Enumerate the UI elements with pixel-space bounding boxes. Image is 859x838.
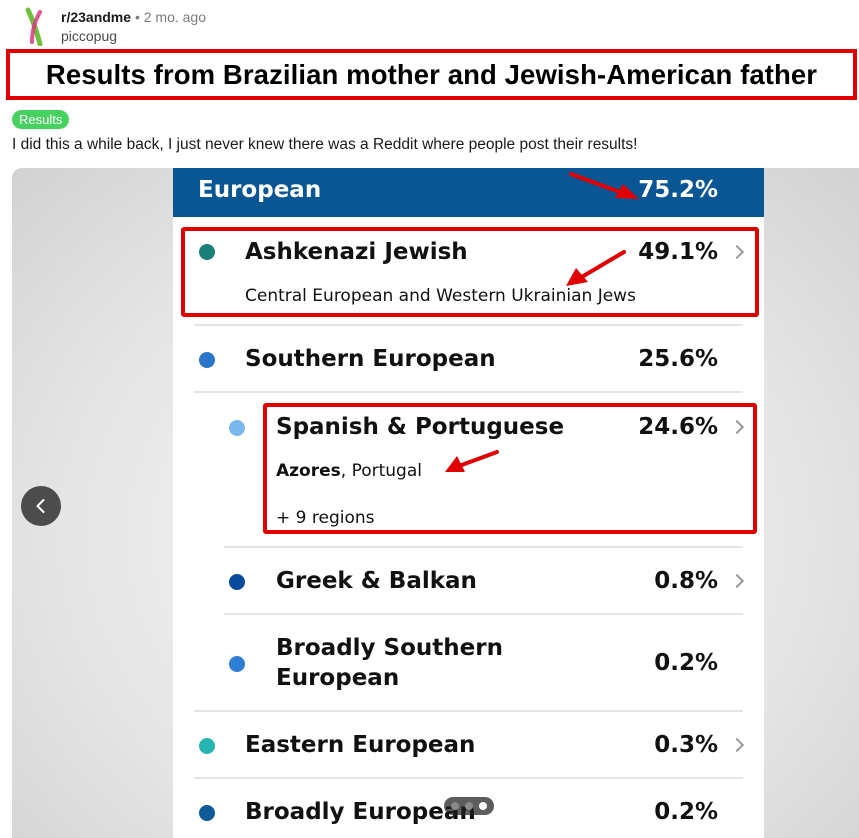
ancestry-color-dot [229,656,245,672]
post-title[interactable]: Results from Brazilian mother and Jewish… [45,58,818,90]
ancestry-color-dot [199,244,215,260]
row-divider [194,710,743,712]
region-percent: 75.2% [638,177,718,203]
ancestry-percent: 0.8% [654,568,718,594]
ancestry-percent: 24.6% [638,414,718,440]
ancestry-percent: 0.2% [654,650,718,676]
subreddit-name-link[interactable]: r/23andme [61,9,132,25]
chevron-right-icon [729,737,745,753]
ancestry-percent: 0.3% [654,732,718,758]
gallery-dot[interactable] [451,802,459,810]
ancestry-row-greek-balkan[interactable]: Greek & Balkan 0.8% [173,561,764,601]
ancestry-color-dot [199,805,215,821]
gallery-previous-button[interactable] [21,486,61,526]
ancestry-percent: 25.6% [638,346,718,372]
row-divider [194,777,743,779]
gallery-dot-active[interactable] [479,802,487,810]
ancestry-row-broadly-southern-european[interactable]: Broadly Southern European 0.2% [173,628,764,698]
arrow-annotation-icon [566,250,626,286]
ancestry-row-eastern-european[interactable]: Eastern European 0.3% [173,725,764,765]
ancestry-percent: 49.1% [638,239,718,265]
row-divider [194,391,743,393]
subregion-rest: , Portugal [340,461,422,481]
gallery-page-indicator [444,797,494,815]
ancestry-name: Southern European [245,346,496,372]
post-flair-badge[interactable]: Results [12,110,70,129]
spanish-annotation-box [263,403,757,534]
ancestry-row-broadly-european[interactable]: Broadly European 0.2% [173,792,764,832]
subregion-highlight: Azores [276,461,341,481]
post-age: 2 mo. ago [143,9,206,25]
ancestry-name: Ashkenazi Jewish [245,239,468,265]
row-divider [224,546,743,548]
gallery-dot[interactable] [465,802,473,810]
ancestry-color-dot [229,574,245,590]
ancestry-name: Spanish & Portuguese [276,414,565,440]
arrow-annotation-icon [445,450,499,472]
ancestry-subregion: Azores, Portugal [276,460,422,482]
ancestry-name: Broadly European [245,799,476,825]
row-divider [194,324,743,326]
ancestry-row-ashkenazi[interactable]: Ashkenazi Jewish 49.1% Central European … [173,228,764,318]
ancestry-color-dot [229,420,245,436]
region-label: European [198,177,322,203]
ancestry-name: Eastern European [245,732,476,758]
post-header: r/23andme • 2 mo. ago piccopug [18,6,206,47]
ancestry-row-southern-european[interactable]: Southern European 25.6% [173,338,764,378]
european-header: European 75.2% [173,168,764,217]
arrow-annotation-icon [569,172,639,199]
title-annotation-box: Results from Brazilian mother and Jewish… [6,49,857,100]
ashkenazi-annotation-box [181,227,759,317]
ancestry-screenshot: European 75.2% Ashkenazi Jewish 49.1% Ce… [173,168,764,838]
chevron-right-icon [729,573,745,589]
subreddit-avatar-icon[interactable] [18,6,50,47]
ancestry-percent: 0.2% [654,799,718,825]
ancestry-row-spanish-portuguese[interactable]: Spanish & Portuguese 24.6% Azores, Portu… [173,405,764,535]
row-divider [224,613,743,615]
ancestry-name-line2: European [276,665,400,691]
post-body-text: I did this a while back, I just never kn… [12,136,638,153]
author-username-link[interactable]: piccopug [61,28,118,44]
ancestry-subregion: Central European and Western Ukrainian J… [245,286,636,306]
ancestry-name-line1: Broadly Southern [276,635,503,661]
meta-separator: • [134,9,140,25]
chevron-left-icon [36,499,45,513]
image-gallery[interactable]: European 75.2% Ashkenazi Jewish 49.1% Ce… [12,168,859,838]
more-regions-link[interactable]: + 9 regions [276,508,375,528]
ancestry-name: Greek & Balkan [276,568,477,594]
ancestry-color-dot [199,352,215,368]
ancestry-color-dot [199,738,215,754]
